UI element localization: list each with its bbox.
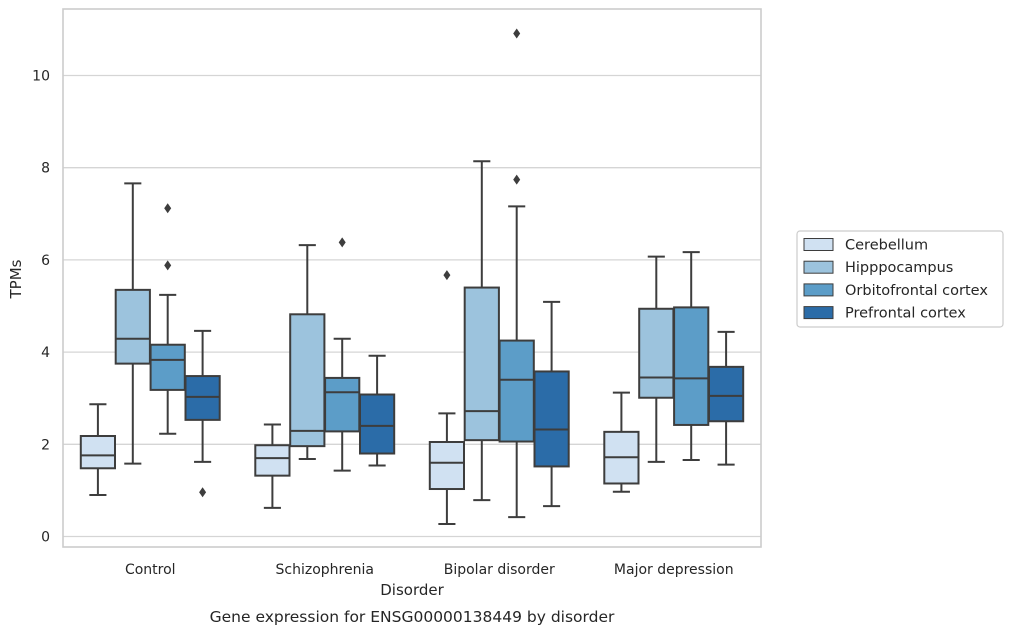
box-prefrontal-cortex — [184, 329, 221, 498]
outlier-point — [338, 237, 346, 248]
outlier-point — [199, 487, 207, 498]
box-prefrontal-cortex — [707, 330, 745, 466]
iqr-box — [149, 343, 186, 391]
legend-swatch — [803, 283, 834, 297]
chart-caption: Gene expression for ENSG00000138449 by d… — [210, 608, 615, 626]
legend-label: Orbitofrontal cortex — [845, 283, 988, 299]
iqr-box — [114, 288, 151, 365]
x-axis-label: Disorder — [380, 581, 444, 599]
box-hipppocampus — [114, 182, 151, 465]
y-tick-label: 2 — [41, 437, 50, 453]
iqr-box — [638, 307, 675, 399]
y-tick-label: 10 — [32, 69, 50, 85]
legend-swatch — [803, 260, 834, 274]
box-hipppocampus — [638, 255, 675, 463]
iqr-box — [289, 313, 326, 448]
iqr-box — [324, 376, 361, 433]
outlier-point — [443, 270, 451, 281]
boxes — [79, 28, 745, 526]
iqr-box — [358, 393, 396, 455]
outlier-point — [513, 174, 521, 185]
iqr-box — [673, 306, 710, 426]
iqr-box — [707, 365, 745, 423]
y-tick-label: 6 — [41, 253, 50, 269]
box-hipppocampus — [463, 160, 500, 502]
legend-label: Hipppocampus — [845, 260, 953, 276]
legend: Cerebellum Hipppocampus Orbitofrontal cort… — [796, 230, 1004, 328]
box-cerebellum — [428, 270, 466, 526]
box-cerebellum — [79, 403, 117, 497]
x-tick-label: Schizophrenia — [276, 562, 374, 578]
box-orbitofrontal-cortex — [673, 251, 710, 461]
outlier-point — [164, 203, 172, 214]
iqr-box — [254, 444, 291, 477]
y-tick-label: 8 — [41, 161, 50, 177]
box-orbitofrontal-cortex — [324, 237, 361, 472]
iqr-box — [184, 375, 221, 421]
plot-frame — [62, 8, 762, 548]
outlier-point — [164, 260, 172, 271]
legend-label: Cerebellum — [845, 238, 928, 254]
iqr-box — [463, 286, 500, 442]
box-prefrontal-cortex — [533, 300, 570, 508]
y-tick-label: 0 — [41, 530, 50, 546]
box-cerebellum — [603, 391, 640, 493]
legend-swatch — [803, 306, 834, 320]
box-orbitofrontal-cortex — [149, 203, 186, 435]
iqr-box — [498, 339, 535, 443]
y-tick-label: 4 — [41, 345, 50, 361]
box-hipppocampus — [289, 244, 326, 461]
y-tick-labels: 0 2 4 6 8 10 — [32, 69, 50, 546]
x-tick-labels: Control Schizophrenia Bipolar disorder Majo… — [125, 562, 734, 578]
x-tick-label: Control — [125, 562, 176, 578]
x-tick-label: Major depression — [614, 562, 734, 578]
outlier-point — [513, 28, 521, 39]
box-orbitofrontal-cortex — [498, 28, 535, 519]
iqr-box — [79, 435, 117, 470]
box-cerebellum — [254, 423, 291, 509]
legend-swatch — [803, 238, 834, 251]
box-prefrontal-cortex — [358, 354, 396, 467]
x-tick-label: Bipolar disorder — [444, 562, 555, 578]
iqr-box — [428, 440, 466, 491]
legend-label: Prefrontal cortex — [845, 306, 966, 322]
iqr-box — [533, 370, 570, 468]
y-axis-label: TPMs — [7, 259, 25, 299]
legend-frame — [796, 230, 1004, 328]
